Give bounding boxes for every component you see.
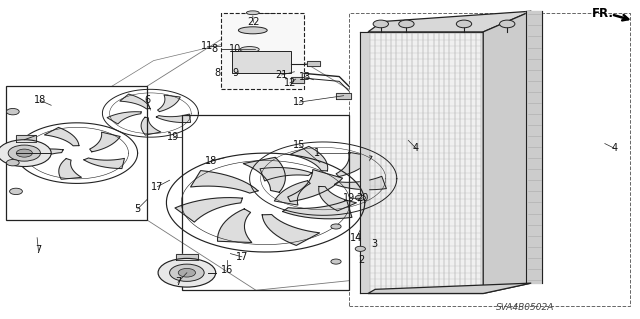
Polygon shape (22, 149, 63, 163)
Ellipse shape (239, 27, 268, 34)
Polygon shape (336, 152, 372, 176)
Circle shape (8, 145, 40, 161)
Polygon shape (336, 93, 351, 99)
Polygon shape (262, 215, 319, 245)
Polygon shape (157, 95, 180, 112)
Text: 1: 1 (314, 148, 320, 158)
Polygon shape (307, 61, 320, 66)
Polygon shape (44, 127, 79, 146)
Polygon shape (156, 114, 191, 122)
Text: 22: 22 (247, 17, 260, 27)
Polygon shape (59, 159, 81, 179)
Polygon shape (120, 94, 150, 109)
Text: 18: 18 (205, 156, 218, 166)
Polygon shape (141, 117, 161, 135)
Polygon shape (335, 176, 387, 190)
Text: FR.: FR. (592, 7, 614, 20)
Text: 2: 2 (358, 255, 365, 265)
Text: 14: 14 (350, 233, 363, 243)
Text: 9: 9 (232, 68, 239, 78)
Circle shape (16, 149, 33, 157)
Text: SVA4B0502A: SVA4B0502A (495, 303, 554, 312)
Text: 17: 17 (151, 182, 164, 192)
Text: 13: 13 (298, 71, 311, 82)
Text: 6: 6 (144, 95, 150, 106)
Circle shape (456, 20, 472, 28)
Text: 16: 16 (221, 264, 234, 275)
Text: 8: 8 (211, 44, 218, 55)
Polygon shape (288, 170, 342, 202)
Text: 12: 12 (284, 78, 296, 88)
Polygon shape (275, 181, 310, 205)
Circle shape (399, 20, 414, 28)
Circle shape (158, 258, 216, 287)
Polygon shape (368, 11, 531, 32)
Text: 4: 4 (413, 143, 419, 153)
Text: 17: 17 (236, 252, 248, 262)
Text: 19: 19 (342, 193, 355, 203)
Circle shape (0, 140, 51, 167)
Text: 4: 4 (611, 143, 618, 153)
Circle shape (170, 264, 204, 281)
Polygon shape (218, 209, 252, 242)
Polygon shape (283, 200, 352, 219)
Circle shape (10, 188, 22, 195)
Text: 18: 18 (34, 95, 47, 106)
Polygon shape (368, 32, 483, 293)
Text: 21: 21 (275, 70, 288, 80)
Polygon shape (483, 11, 531, 293)
Polygon shape (16, 135, 36, 142)
Polygon shape (368, 283, 531, 293)
Polygon shape (319, 186, 356, 211)
Polygon shape (290, 146, 328, 171)
Text: 15: 15 (293, 140, 306, 150)
Text: 13: 13 (293, 97, 306, 107)
Text: 10: 10 (229, 44, 242, 55)
Circle shape (331, 224, 341, 229)
Circle shape (6, 160, 19, 166)
Text: 19: 19 (167, 132, 180, 142)
Polygon shape (291, 77, 304, 83)
Polygon shape (176, 254, 198, 260)
Text: 20: 20 (356, 193, 369, 203)
Circle shape (331, 259, 341, 264)
Polygon shape (191, 171, 258, 193)
Polygon shape (84, 158, 124, 168)
Circle shape (6, 108, 19, 115)
Text: 11: 11 (200, 41, 213, 51)
Polygon shape (221, 13, 304, 89)
Text: 7: 7 (175, 277, 181, 287)
Polygon shape (107, 112, 141, 124)
Circle shape (373, 20, 388, 28)
Ellipse shape (246, 11, 259, 15)
Polygon shape (260, 167, 312, 181)
Circle shape (178, 269, 196, 277)
Polygon shape (90, 132, 120, 152)
Text: 7: 7 (35, 245, 42, 256)
Text: 3: 3 (371, 239, 378, 249)
Polygon shape (243, 157, 285, 192)
Ellipse shape (240, 47, 259, 52)
Text: 8: 8 (214, 68, 221, 78)
Polygon shape (232, 51, 291, 73)
Circle shape (499, 20, 515, 28)
Text: 5: 5 (134, 204, 141, 214)
Polygon shape (175, 197, 243, 222)
Circle shape (355, 195, 365, 200)
Circle shape (355, 246, 365, 251)
